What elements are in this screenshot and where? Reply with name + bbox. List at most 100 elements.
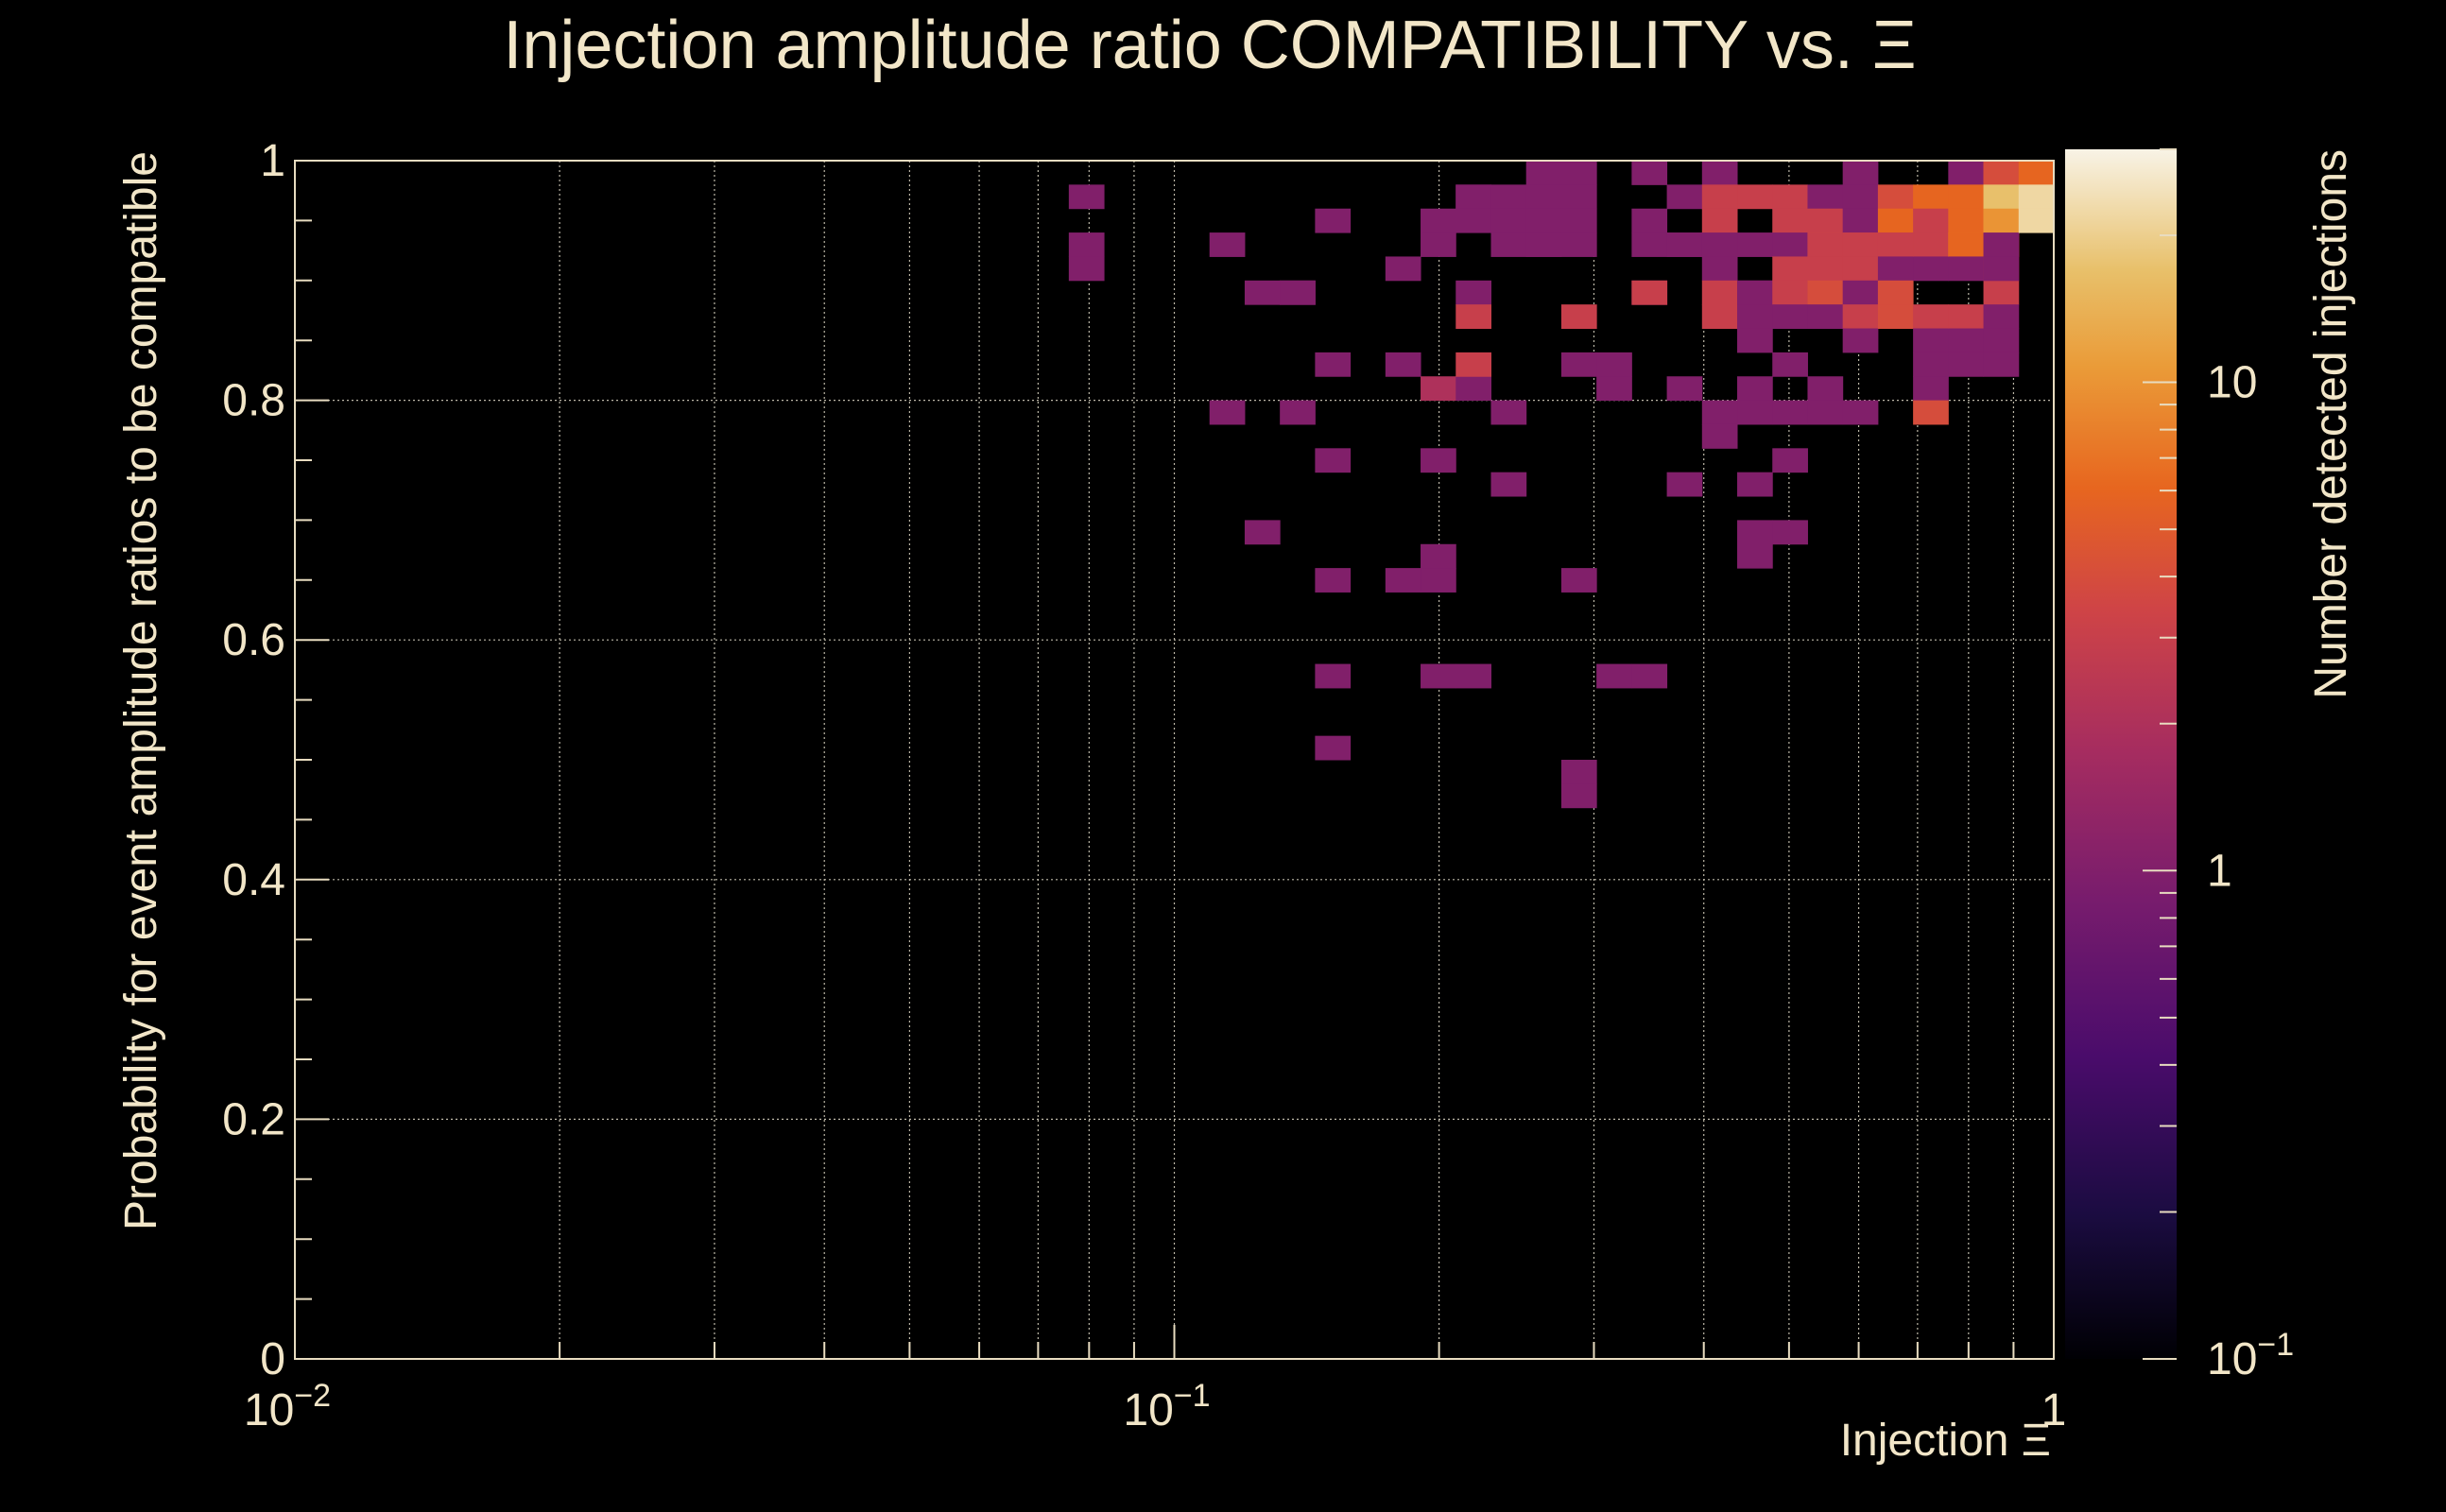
heatmap-cell: [1913, 184, 1949, 210]
heatmap-cell: [1525, 184, 1562, 210]
heatmap-cell: [1772, 400, 1808, 425]
heatmap-cell: [1913, 256, 1949, 282]
heatmap-cell: [1701, 423, 1738, 449]
heatmap-cell: [1490, 184, 1527, 210]
x-tick-label: 10−1: [1123, 1378, 1210, 1435]
x-axis-ticks: 10−2 10−1 1: [244, 1325, 2066, 1435]
heatmap-cell: [1666, 232, 1703, 257]
heatmap-cell: [1280, 400, 1316, 425]
heatmap-cell: [1772, 280, 1808, 305]
heatmap-cell: [1913, 400, 1949, 425]
heatmap-cell: [1421, 663, 1456, 689]
heatmap-cell: [1772, 184, 1808, 210]
heatmap-cell: [2018, 161, 2055, 185]
chart-title: Injection amplitude ratio COMPATIBILITY …: [503, 8, 1916, 83]
heatmap-cell: [1560, 783, 1597, 809]
heatmap-cell: [1737, 472, 1773, 497]
heatmap-cell: [1068, 256, 1105, 282]
heatmap-cell: [1560, 161, 1597, 185]
heatmap-cell: [1421, 376, 1456, 402]
heatmap-cell: [1772, 256, 1808, 282]
heatmap-cell: [1560, 568, 1597, 593]
heatmap-cell: [1490, 232, 1527, 257]
heatmap-cell: [1456, 376, 1491, 402]
heatmap-cell: [1772, 304, 1808, 330]
heatmap-cell: [1701, 208, 1738, 233]
y-tick-label: 0.6: [222, 615, 285, 665]
heatmap-cell: [1842, 161, 1879, 185]
heatmap-cell: [1807, 400, 1844, 425]
heatmap-cell: [1490, 472, 1527, 497]
heatmap-cell: [1456, 208, 1491, 233]
heatmap-cell: [1772, 352, 1808, 377]
heatmap-cell: [1948, 304, 1985, 330]
heatmap-cell: [1737, 520, 1773, 545]
heatmap-cell: [1525, 161, 1562, 185]
heatmap-cell: [1983, 304, 2020, 330]
heatmap-cell: [1525, 208, 1562, 233]
heatmap-cell: [1877, 232, 1914, 257]
heatmap-cell: [1842, 400, 1879, 425]
heatmap-cell: [1877, 280, 1914, 305]
heatmap-cell: [1385, 352, 1421, 377]
heatmap-cell: [1842, 328, 1879, 353]
heatmap-cell: [1737, 376, 1773, 402]
heatmap-cell: [1666, 184, 1703, 210]
heatmap-cell: [1983, 184, 2020, 210]
heatmap-cell: [1456, 663, 1491, 689]
y-tick-label: 0.2: [222, 1094, 285, 1144]
heatmap-cell: [1560, 352, 1597, 377]
heatmap-cell: [1913, 304, 1949, 330]
heatmap-cell: [1842, 184, 1879, 210]
heatmap-cell: [1737, 232, 1773, 257]
heatmap-cell: [1737, 280, 1773, 305]
heatmap-cell: [1842, 232, 1879, 257]
heatmap-cell: [1560, 232, 1597, 257]
heatmap-cell: [1913, 376, 1949, 402]
heatmap-cell: [1421, 448, 1456, 473]
heatmap-cell: [1948, 184, 1985, 210]
heatmap-cell: [1737, 400, 1773, 425]
colorbar-tick-label: 10: [2207, 358, 2257, 408]
heatmap-cell: [2018, 184, 2055, 210]
heatmap-cell: [1913, 352, 1949, 377]
heatmap-cell: [1490, 208, 1527, 233]
heatmap-cell: [1737, 304, 1773, 330]
heatmap-cell: [1983, 232, 2020, 257]
heatmap-cell: [1666, 472, 1703, 497]
heatmap-cell: [1209, 232, 1246, 257]
heatmap-cell: [1983, 280, 2020, 305]
grid-lines: [295, 161, 2054, 1359]
heatmap-cell: [1701, 280, 1738, 305]
heatmap-cell: [1421, 543, 1456, 569]
heatmap-cell: [1737, 543, 1773, 569]
heatmap-cell: [2018, 208, 2055, 233]
colorbar: [2065, 149, 2177, 1359]
heatmap-cell: [1315, 735, 1352, 761]
heatmap-cell: [1913, 328, 1949, 353]
x-axis-label: Injection Ξ: [1840, 1416, 2051, 1466]
heatmap-cell: [1772, 448, 1808, 473]
heatmap-cell: [1560, 208, 1597, 233]
y-tick-label: 1: [260, 136, 285, 186]
heatmap-cell: [1772, 520, 1808, 545]
heatmap-cell: [1807, 232, 1844, 257]
heatmap-cell: [1842, 256, 1879, 282]
y-axis-ticks: 0 0.2 0.4 0.6 0.8 1: [222, 136, 329, 1384]
heatmap-cell: [1807, 184, 1844, 210]
heatmap-cell: [1525, 232, 1562, 257]
heatmap-cell: [1560, 760, 1597, 784]
heatmap-cell: [1948, 208, 1985, 233]
heatmap-cell: [1315, 568, 1352, 593]
heatmap-cell: [1877, 304, 1914, 330]
heatmap-cell: [1280, 280, 1316, 305]
heatmap-cell: [1244, 280, 1281, 305]
heatmap-cell: [1385, 568, 1421, 593]
heatmap-cell: [1877, 208, 1914, 233]
heatmap-cell: [1948, 352, 1985, 377]
heatmap-cell: [1701, 400, 1738, 425]
heatmap-cell: [1068, 184, 1105, 210]
heatmap-cell: [1490, 400, 1527, 425]
heatmap-cell: [1983, 161, 2020, 185]
heatmap-cell: [1737, 184, 1773, 210]
